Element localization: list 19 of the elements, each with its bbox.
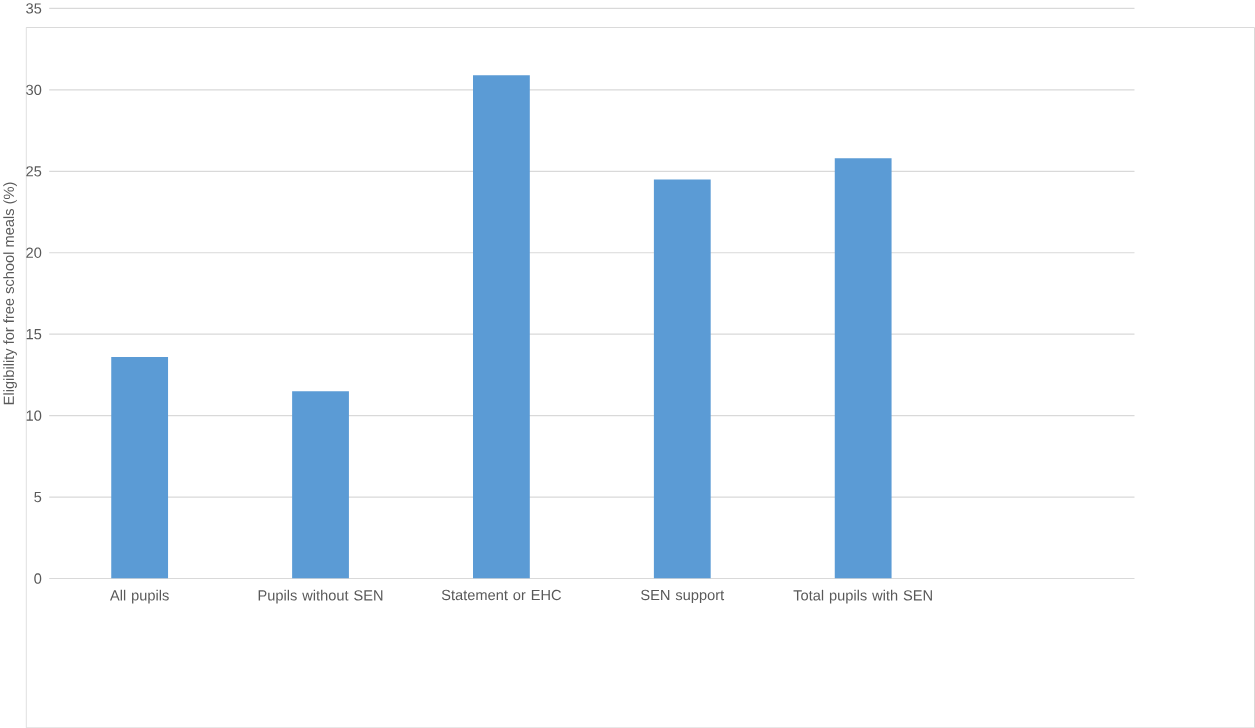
y-tick-label: 10 (26, 410, 42, 421)
x-tick-label: Pupils without SEN (258, 589, 383, 604)
y-tick-label: 5 (34, 491, 42, 502)
x-tick-label: All pupils (109, 589, 169, 604)
x-tick-label: Total pupils with SEN (793, 589, 932, 604)
bar (292, 391, 349, 579)
y-tick-label: 35 (26, 3, 42, 14)
y-tick-label: 30 (26, 84, 42, 95)
bar (473, 75, 530, 579)
y-tick-label: 25 (26, 165, 42, 177)
bar (653, 179, 711, 579)
y-tick-label: 0 (34, 573, 42, 584)
y-axis-title: Eligibility for free school meals (%) (3, 182, 17, 404)
bar (834, 158, 892, 579)
bar (111, 356, 169, 579)
y-tick-label: 20 (26, 247, 42, 258)
x-tick-label: Statement or EHC (441, 589, 562, 600)
x-tick-label: SEN support (641, 589, 725, 603)
y-tick-label: 15 (26, 328, 42, 340)
